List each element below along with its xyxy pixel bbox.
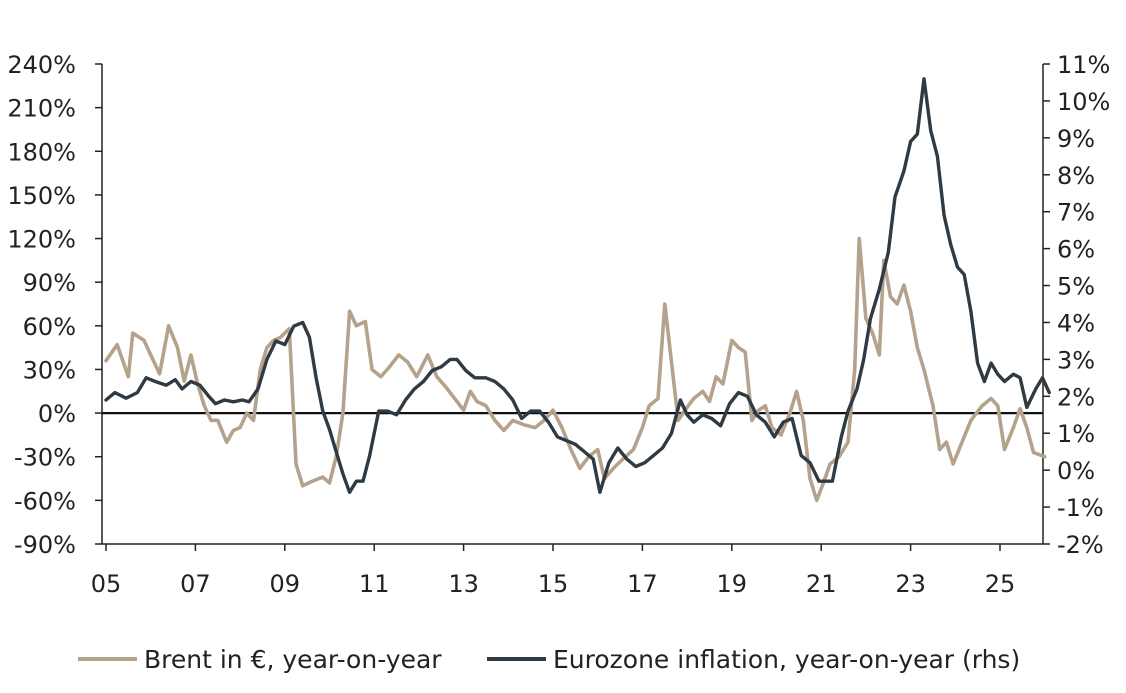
right-tick-label: -1% xyxy=(1057,494,1104,522)
right-y-axis: -2% -1% 0% 1% 2% 3% 4% 5% 6% 7% 8% 9% 10% 11% xyxy=(1042,51,1110,559)
x-tick-label: 07 xyxy=(180,570,211,598)
right-tick-label: 6% xyxy=(1057,236,1095,264)
x-tick-label: 21 xyxy=(806,570,837,598)
legend-label: Brent in €, year-on-year xyxy=(144,645,442,674)
right-tick-label: 0% xyxy=(1057,457,1095,485)
x-tick-label: 15 xyxy=(538,570,569,598)
eurozone-inflation-line xyxy=(104,77,1051,494)
left-tick-label: -90% xyxy=(14,531,76,559)
left-tick-label: 90% xyxy=(23,269,76,297)
right-tick-label: 11% xyxy=(1057,51,1110,79)
series-group xyxy=(104,77,1051,503)
x-tick-label: 11 xyxy=(359,570,390,598)
left-tick-label: 180% xyxy=(7,138,76,166)
legend: Brent in €, year-on-year Eurozone inflati… xyxy=(78,645,1020,674)
x-tick-label: 25 xyxy=(985,570,1016,598)
left-tick-label: 150% xyxy=(7,182,76,210)
right-tick-label: 8% xyxy=(1057,162,1095,190)
x-tick-label: 23 xyxy=(895,570,926,598)
left-tick-label: 120% xyxy=(7,226,76,254)
left-y-axis: -90% -60% -30% 0% 30% 60% 90% 120% 150% 180% 210% 2… xyxy=(7,51,103,559)
right-tick-label: 10% xyxy=(1057,88,1110,116)
left-tick-label: 210% xyxy=(7,95,76,123)
x-axis: 05 07 09 11 13 15 17 19 21 23 25 xyxy=(91,543,1043,598)
left-tick-label: 0% xyxy=(38,400,76,428)
right-tick-label: 7% xyxy=(1057,199,1095,227)
right-tick-label: 5% xyxy=(1057,273,1095,301)
left-tick-label: -60% xyxy=(14,487,76,515)
left-tick-label: -30% xyxy=(14,444,76,472)
x-tick-label: 13 xyxy=(448,570,479,598)
x-tick-label: 05 xyxy=(91,570,122,598)
x-tick-label: 17 xyxy=(627,570,658,598)
x-tick-label: 09 xyxy=(270,570,301,598)
left-tick-label: 30% xyxy=(23,356,76,384)
right-tick-label: 9% xyxy=(1057,125,1095,153)
legend-label: Eurozone inflation, year-on-year (rhs) xyxy=(553,645,1020,674)
right-tick-label: -2% xyxy=(1057,531,1104,559)
right-tick-label: 4% xyxy=(1057,309,1095,337)
right-tick-label: 3% xyxy=(1057,346,1095,374)
right-tick-label: 1% xyxy=(1057,420,1095,448)
right-tick-label: 2% xyxy=(1057,383,1095,411)
left-tick-label: 240% xyxy=(7,51,76,79)
brent-yoy-line xyxy=(104,236,1047,503)
left-tick-label: 60% xyxy=(23,313,76,341)
x-tick-label: 19 xyxy=(717,570,748,598)
